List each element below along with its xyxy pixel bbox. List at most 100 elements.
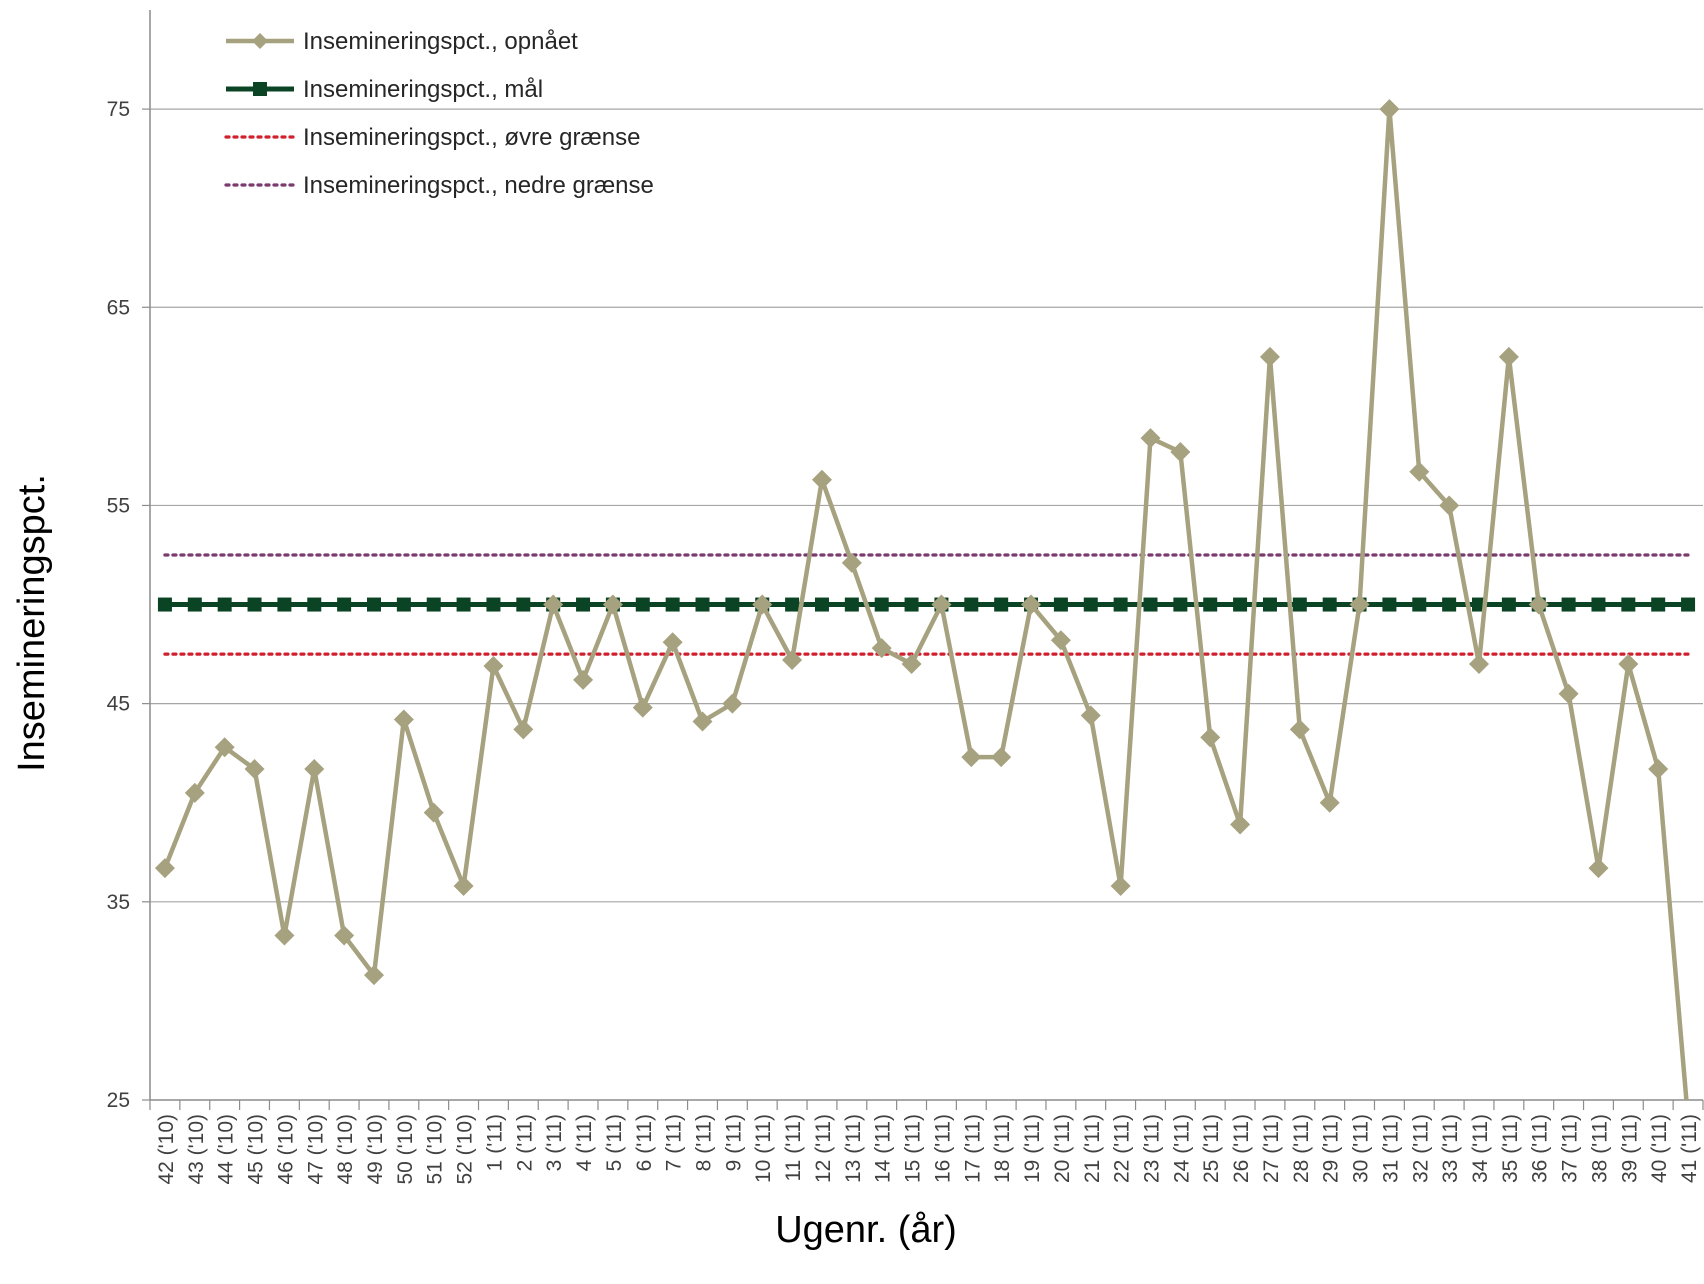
x-tick-label: 3 ('11) [543,1114,566,1171]
x-tick-label: 12 ('11) [812,1114,835,1183]
x-tick-label: 33 ('11) [1439,1114,1462,1183]
data-point [814,597,829,612]
data-point [904,597,919,612]
data-point [901,654,922,674]
data-point [662,632,683,653]
data-point [393,709,414,730]
data-point [1618,654,1639,674]
data-point [307,597,322,612]
x-tick-label: 52 ('10) [454,1114,477,1185]
data-point [396,597,411,612]
data-point [841,552,862,573]
x-tick-label: 19 ('11) [1021,1114,1044,1183]
data-point [277,597,292,612]
data-point [456,597,471,612]
x-tick-label: 51 ('10) [424,1114,447,1185]
y-tick-label: 35 [107,891,130,914]
data-point [1528,594,1549,615]
data-point [1113,597,1128,612]
legend-marker [252,33,268,49]
data-point [635,597,650,612]
data-point [247,597,262,612]
x-tick-label: 2 ('11) [513,1114,536,1171]
data-point [1349,594,1370,615]
data-point [632,697,653,718]
legend-label: Insemineringspct., nedre grænse [303,172,654,199]
data-point [1292,597,1307,612]
data-point [752,594,773,615]
x-tick-label: 37 ('11) [1559,1114,1582,1183]
data-point [543,594,564,615]
y-axis-title: Insemineringspct. [11,474,53,772]
data-point [157,597,172,612]
axes: 25 35 45 55 65 75 42 ('10) 43 ('10) 44 ('10) 45 (… [107,10,1704,1185]
x-tick-label: 7 ('11) [663,1114,686,1171]
data-point [187,597,202,612]
data-point [871,638,892,659]
x-tick-label: 20 ('11) [1051,1114,1074,1183]
x-tick-label: 25 ('11) [1200,1114,1223,1183]
data-point [513,719,534,740]
series-0 [154,99,1689,1100]
x-tick-label: 29 ('11) [1320,1114,1343,1183]
legend-label: Insemineringspct., mål [303,76,543,103]
data-point [964,597,979,612]
x-tick-label: 42 ('10) [155,1114,178,1185]
data-point [1409,461,1430,482]
data-point [453,875,474,896]
data-point [184,782,205,803]
x-tick-label: 22 ('11) [1111,1114,1134,1183]
data-point [576,597,591,612]
data-point [1173,597,1188,612]
data-point [486,597,501,612]
y-tick-label: 75 [107,98,130,121]
x-tick-label: 40 ('11) [1648,1114,1671,1183]
x-tick-label: 27 ('11) [1260,1114,1283,1183]
data-point [217,597,232,612]
data-point [214,737,235,758]
data-point [244,759,265,780]
legend-entry: Insemineringspct., mål [226,76,543,103]
data-point [304,759,325,780]
data-point [1558,683,1579,704]
x-tick-label: 35 ('11) [1499,1114,1522,1183]
data-point [1501,597,1516,612]
y-tick-label: 65 [107,296,130,319]
y-tick-label: 25 [107,1089,130,1112]
data-point [1203,597,1218,612]
data-point [1681,597,1696,612]
x-tick-label: 21 ('11) [1081,1114,1104,1183]
y-tick-label: 55 [107,494,130,517]
x-tick-label: 14 ('11) [872,1114,895,1183]
data-point [991,747,1012,768]
data-point [1230,814,1251,835]
y-tick-label: 45 [107,693,130,716]
x-tick-label: 24 ('11) [1170,1114,1193,1183]
data-point [1469,654,1490,674]
legend-entry: Insemineringspct., opnået [226,28,578,55]
data-point [692,711,713,732]
x-axis-title: Ugenr. (år) [775,1209,957,1251]
data-point [366,597,381,612]
data-point [1200,727,1221,748]
x-tick-label: 31 ('11) [1379,1114,1402,1183]
x-tick-label: 16 ('11) [931,1114,954,1183]
x-tick-label: 15 ('11) [902,1114,925,1183]
data-point [573,669,594,690]
data-point [782,650,803,671]
data-point [1561,597,1576,612]
legend-entry: Insemineringspct., nedre grænse [224,172,654,199]
data-point [1382,597,1397,612]
x-tick-label: 46 ('10) [274,1114,297,1185]
data-point [844,597,859,612]
data-point [363,965,384,986]
data-point [722,693,743,714]
legend-label: Insemineringspct., opnået [303,28,578,55]
data-point [1110,875,1131,896]
x-tick-label: 26 ('11) [1230,1114,1253,1183]
data-point [665,597,680,612]
data-point [961,747,982,768]
data-point [274,925,295,946]
data-point [1498,346,1519,367]
